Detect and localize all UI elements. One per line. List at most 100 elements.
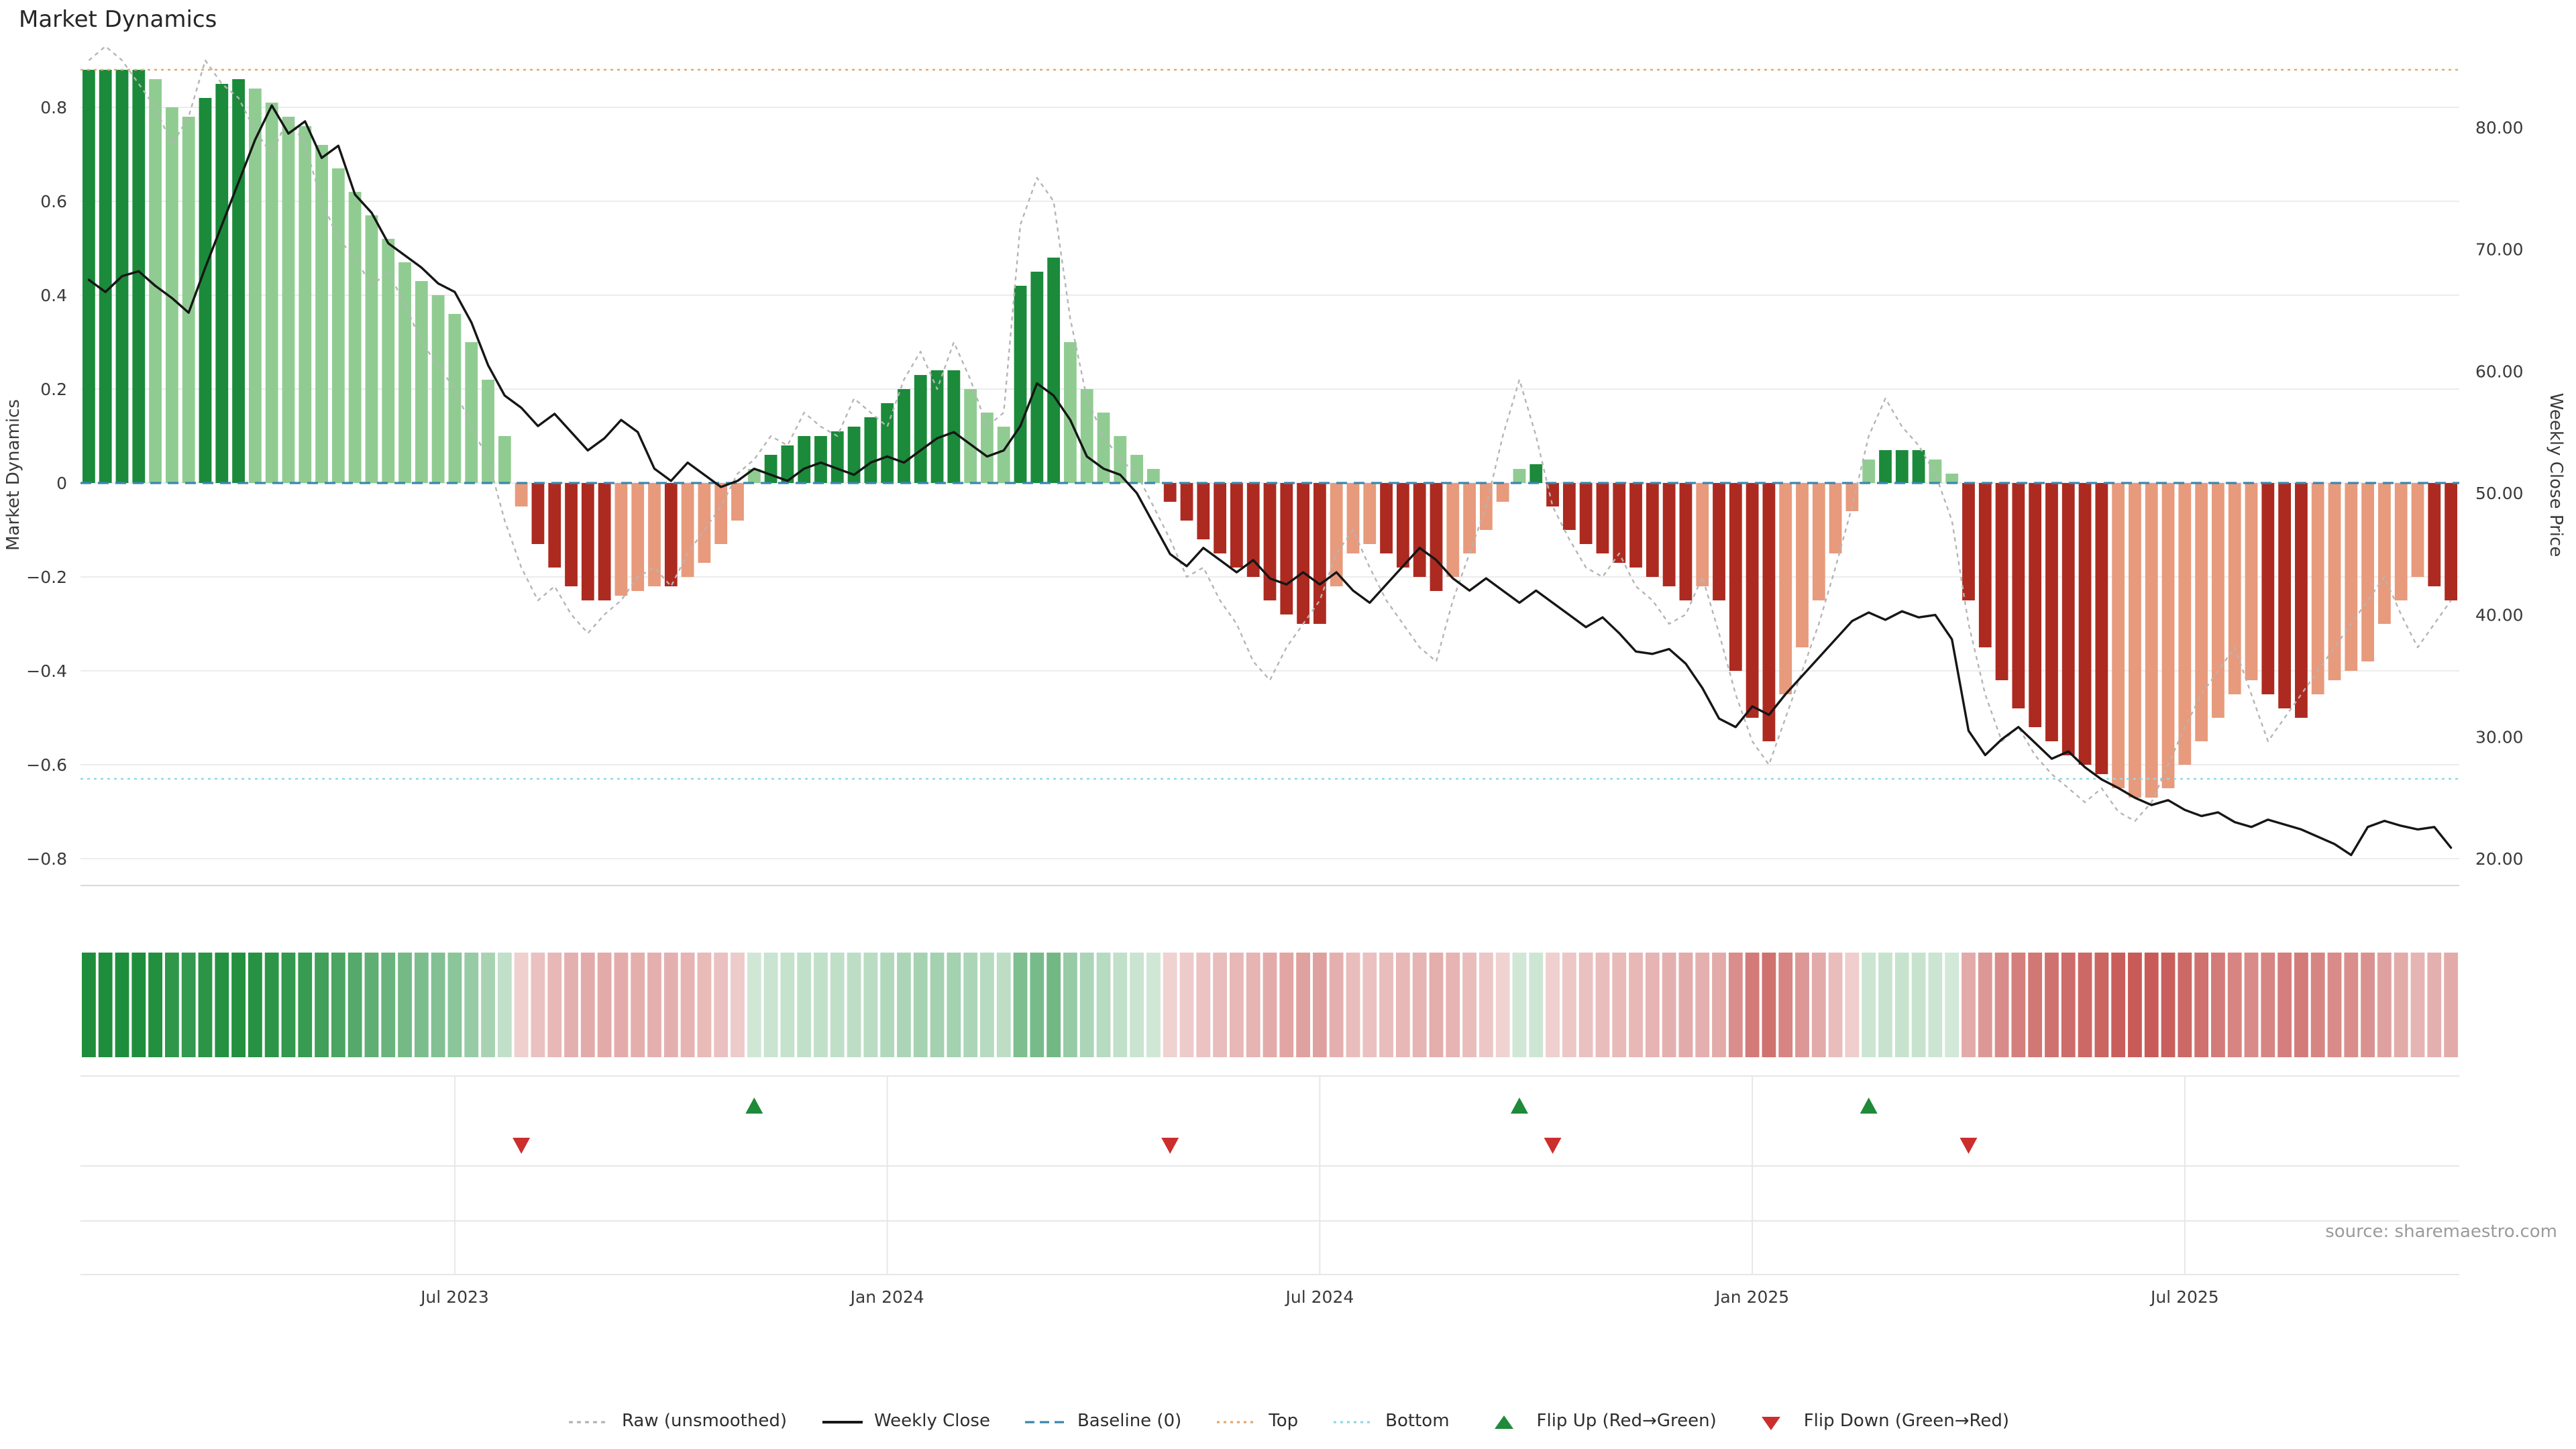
legend-label: Flip Up (Red→Green): [1536, 1411, 1717, 1432]
dynamics-bar: [1962, 483, 1975, 600]
x-tick-label: Jul 2023: [419, 1287, 489, 1307]
heatmap-cell: [564, 953, 578, 1057]
right-tick-label: 50.00: [2475, 484, 2524, 503]
dynamics-bar: [2029, 483, 2042, 727]
legend-item: Bottom: [1330, 1411, 1450, 1432]
dynamics-bar: [814, 436, 827, 483]
dynamics-bar: [1862, 460, 1876, 483]
legend-label: Weekly Close: [874, 1411, 990, 1432]
dynamics-bar: [1214, 483, 1227, 553]
dynamics-bar: [781, 445, 794, 483]
right-tick-label: 20.00: [2475, 849, 2524, 869]
dynamics-bar: [1713, 483, 1725, 600]
x-tick-label: Jul 2025: [2149, 1287, 2219, 1307]
dynamics-bar: [2245, 483, 2258, 680]
dynamics-bar: [1679, 483, 1693, 600]
dynamics-bar: [1546, 483, 1559, 506]
heatmap-cell: [1978, 953, 1992, 1057]
dynamics-bar: [548, 483, 561, 568]
dynamics-bar: [1363, 483, 1377, 544]
tick-labels-layer: 0.8 0.6 0.4 0.2 0 −0.2 −0.4 −0.6 −0.8 80.00 70.00 6…: [26, 98, 2523, 1307]
heatmap-cell: [1678, 953, 1693, 1057]
heatmap-cell: [1263, 953, 1277, 1057]
heatmap-cell: [82, 953, 96, 1057]
legend-swatch-line-solid: [822, 1420, 862, 1423]
flip-up-marker: [1860, 1097, 1878, 1114]
dynamics-bar: [1197, 483, 1210, 539]
flip-up-marker: [1510, 1097, 1528, 1114]
heatmap-cell: [2261, 953, 2275, 1057]
dynamics-bar: [1047, 258, 1061, 483]
legend-swatch-line-dot-dash: [569, 1420, 610, 1423]
heatmap-cell: [1894, 953, 1909, 1057]
heatmap-cell: [497, 953, 512, 1057]
heatmap-cell: [231, 953, 246, 1057]
heatmap-cell: [1113, 953, 1128, 1057]
dynamics-bar: [1629, 483, 1642, 568]
heatmap-cell: [731, 953, 745, 1057]
heatmap-cell: [115, 953, 129, 1057]
heatmap-cell: [164, 953, 179, 1057]
chart-title: Market Dynamics: [19, 7, 217, 34]
heatmap-cell: [747, 953, 761, 1057]
heatmap-cell: [1462, 953, 1477, 1057]
dynamics-bar: [315, 145, 328, 483]
dynamics-bar: [2361, 483, 2375, 661]
flip-down-marker: [1960, 1138, 1978, 1154]
heatmap-cell: [2211, 953, 2225, 1057]
left-tick-label: 0.4: [40, 286, 67, 305]
heatmap-cell: [1595, 953, 1610, 1057]
heatmap-cell: [980, 953, 994, 1057]
dynamics-bar: [1696, 483, 1709, 586]
dynamics-bar: [1130, 455, 1144, 483]
dynamics-bar: [165, 107, 178, 483]
heatmap-cell: [880, 953, 895, 1057]
legend-item: Flip Up (Red→Green): [1482, 1411, 1717, 1432]
heatmap-cell: [1994, 953, 2009, 1057]
heatmap-cell: [680, 953, 695, 1057]
heatmap-cell: [780, 953, 795, 1057]
marker-bands-layer: [80, 1075, 2459, 1275]
heatmap-cell: [1429, 953, 1444, 1057]
flip-down-icon: [1762, 1416, 1781, 1430]
heatmap-cell: [1312, 953, 1327, 1057]
heatmap-cell: [1213, 953, 1228, 1057]
heatmap-cell: [1146, 953, 1161, 1057]
dynamics-bar: [2061, 483, 2075, 755]
dynamics-bar: [1829, 483, 1842, 553]
heatmap-cell: [1562, 953, 1576, 1057]
heatmap-cell: [2361, 953, 2375, 1057]
legend-swatch-tri-up: [1495, 1415, 1514, 1428]
heatmap-cell: [2061, 953, 2076, 1057]
dynamics-bar: [764, 455, 777, 483]
dynamics-bar: [448, 314, 462, 483]
heatmap-cell: [830, 953, 845, 1057]
dynamics-bar: [1147, 469, 1160, 483]
dynamics-bar: [664, 483, 678, 586]
heatmap-cell: [1529, 953, 1544, 1057]
heatmap-cell: [481, 953, 495, 1057]
heatmap-cell: [2045, 953, 2059, 1057]
dynamics-bar: [2078, 483, 2092, 765]
flip-down-marker: [1161, 1138, 1179, 1154]
dynamics-bar: [2295, 483, 2308, 718]
heatmap-cell: [763, 953, 778, 1057]
right-tick-label: 60.00: [2475, 362, 2524, 381]
dynamics-bar: [2328, 483, 2341, 680]
legend-swatch-tri-down: [1762, 1416, 1781, 1430]
dynamics-bar: [581, 483, 594, 600]
dynamics-bar: [199, 98, 212, 483]
heatmap-cell: [2011, 953, 2026, 1057]
heatmap-cell: [1230, 953, 1244, 1057]
dynamics-bar: [1380, 483, 1393, 553]
legend-swatch-line-dot: [1216, 1420, 1257, 1423]
heatmap-cell: [264, 953, 279, 1057]
heatmap-cell: [1346, 953, 1360, 1057]
heatmap-cell: [1662, 953, 1676, 1057]
dynamics-bar: [2129, 483, 2141, 798]
dynamics-bar: [132, 70, 146, 483]
heatmap-cell: [597, 953, 612, 1057]
dynamics-bar: [182, 117, 195, 483]
heatmap-cell: [1130, 953, 1144, 1057]
dynamics-bar: [2261, 483, 2275, 694]
